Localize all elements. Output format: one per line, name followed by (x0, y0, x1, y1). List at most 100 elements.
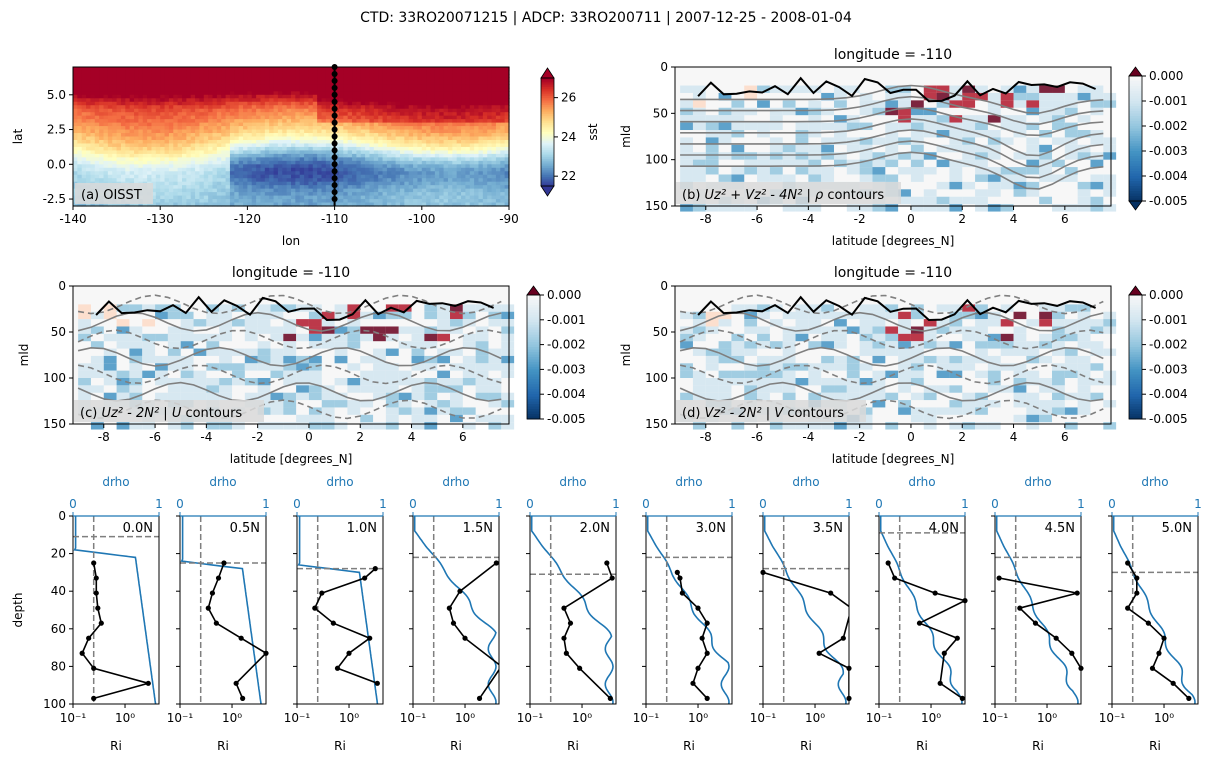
sst-cell (269, 98, 275, 103)
sst-cell (77, 94, 83, 99)
section-cell (1052, 159, 1065, 168)
sst-cell (500, 157, 506, 162)
section-cell (475, 333, 489, 342)
sst-cell (408, 91, 414, 96)
sst-cell (439, 199, 445, 204)
sst-cell (229, 171, 235, 176)
sst-cell (99, 160, 105, 165)
sst-cell (277, 108, 283, 113)
sst-cell (221, 91, 227, 96)
section-cell (270, 355, 284, 364)
sst-cell (173, 195, 179, 200)
section-cell (462, 355, 476, 364)
sst-cell (365, 119, 371, 124)
sst-cell (382, 157, 388, 162)
sst-cell (447, 150, 453, 155)
sst-cell (304, 84, 310, 89)
sst-cell (338, 108, 344, 113)
sst-cell (168, 153, 174, 158)
sst-cell (277, 178, 283, 183)
sst-cell (168, 108, 174, 113)
sst-cell (443, 167, 449, 172)
sst-cell (234, 146, 240, 152)
sst-cell (103, 119, 109, 124)
sst-cell (343, 188, 349, 193)
sst-cell (125, 98, 131, 103)
sst-cell (360, 178, 366, 183)
section-cell (180, 341, 194, 349)
sst-cell (291, 129, 296, 134)
sst-cell (203, 101, 209, 106)
sst-cell (90, 167, 96, 172)
sst-cell (142, 202, 148, 207)
sst-cell (317, 167, 323, 172)
sst-cell (478, 94, 484, 99)
sst-cell (356, 119, 362, 124)
section-cell (1077, 189, 1091, 197)
sst-cell (190, 108, 196, 113)
sst-cell (439, 167, 445, 172)
sst-cell (243, 70, 248, 75)
sst-cell (112, 202, 118, 207)
sst-cell (382, 129, 388, 134)
sst-cell (461, 80, 466, 85)
sst-cell (269, 94, 275, 99)
sst-cell (500, 202, 506, 207)
sst-cell (474, 185, 480, 190)
sst-cell (299, 188, 305, 193)
sst-cell (391, 192, 397, 197)
sst-cell (260, 139, 266, 145)
sst-cell (168, 133, 174, 138)
sst-cell (199, 202, 205, 207)
y-tick-label: 150 (645, 199, 668, 213)
sst-cell (151, 105, 157, 110)
sst-cell (347, 164, 353, 169)
sst-cell (356, 192, 362, 197)
sst-cell (487, 143, 493, 148)
sst-cell (312, 115, 318, 120)
sst-cell (347, 199, 353, 204)
sst-cell (338, 133, 344, 138)
section-cell (244, 392, 258, 401)
sst-cell (421, 105, 427, 110)
section-cell (744, 85, 758, 93)
sst-cell (325, 126, 331, 131)
section-cell (782, 204, 796, 212)
sst-cell (221, 160, 227, 165)
section-cell (1052, 92, 1065, 101)
sst-cell (234, 167, 240, 172)
sst-cell (86, 126, 92, 131)
sst-cell (120, 98, 126, 103)
section-cell (1064, 130, 1078, 138)
sst-cell (182, 91, 187, 96)
sst-cell (312, 139, 318, 145)
sst-cell (495, 181, 501, 186)
sst-cell (73, 94, 78, 99)
section-cell (885, 152, 899, 160)
section-cell (731, 174, 745, 182)
section-cell (308, 311, 322, 320)
sst-cell (482, 139, 488, 145)
sst-cell (382, 192, 388, 197)
sst-cell (500, 126, 506, 131)
colorbar-cell (541, 171, 554, 174)
section-cell (859, 107, 873, 116)
sst-cell (312, 199, 318, 204)
section-cell (167, 422, 181, 430)
sst-cell (417, 84, 423, 89)
sst-cell (147, 119, 153, 124)
sst-cell (243, 195, 248, 200)
sst-cell (439, 80, 445, 85)
colorbar-cell (1129, 143, 1142, 147)
sst-cell (417, 150, 423, 155)
sst-cell (190, 136, 196, 141)
section-cell (1052, 85, 1065, 93)
sst-cell (94, 80, 100, 85)
sst-cell (73, 101, 78, 106)
sst-cell (295, 73, 301, 79)
sst-cell (421, 101, 427, 106)
sst-cell (234, 164, 240, 169)
sst-cell (260, 101, 266, 106)
sst-cell (299, 136, 305, 141)
section-cell (1026, 137, 1040, 145)
